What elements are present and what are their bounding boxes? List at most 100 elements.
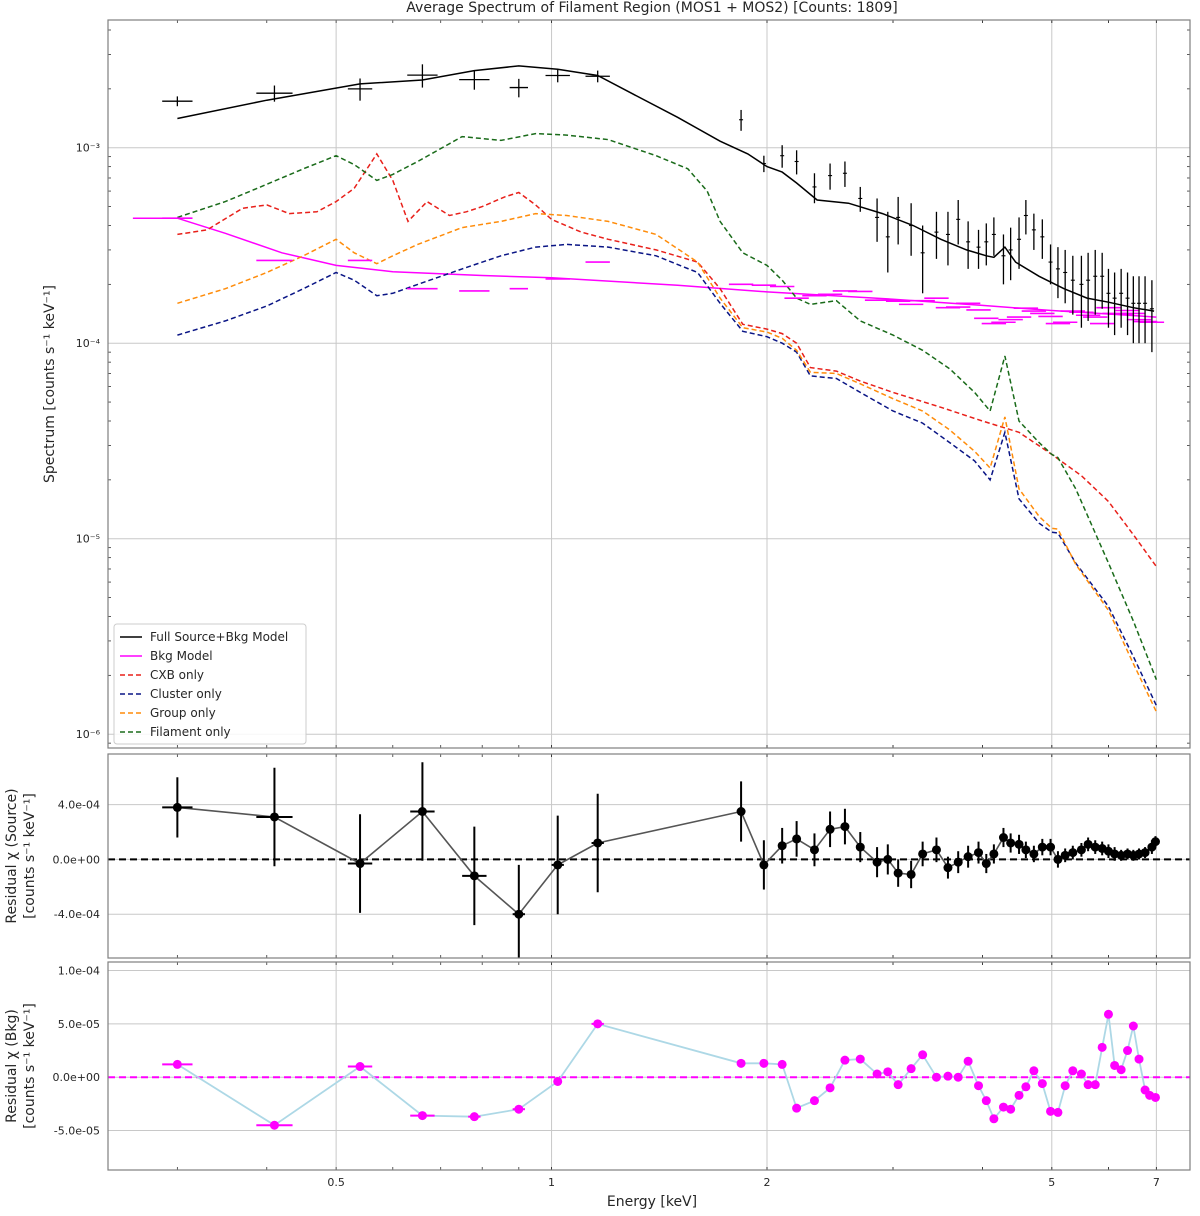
residual-marker	[777, 841, 787, 851]
residual-marker	[1021, 845, 1031, 855]
residual-marker	[809, 1096, 819, 1106]
residual-point	[931, 837, 941, 863]
residual-point	[998, 1102, 1008, 1112]
panel-frame-spec	[107, 19, 1191, 749]
residual-point	[777, 1059, 787, 1069]
residual-marker	[989, 849, 999, 859]
residual-point	[1116, 1065, 1126, 1075]
source-data-point	[794, 150, 799, 175]
residual-point	[591, 1019, 604, 1029]
residual-marker	[1068, 848, 1078, 858]
residual-point	[1053, 851, 1063, 868]
residual-point	[893, 859, 903, 887]
spectrum-plot-area	[132, 64, 1165, 713]
residual-marker	[918, 849, 928, 859]
residual-marker	[1006, 838, 1016, 848]
residual-point	[1083, 837, 1093, 852]
source-data-point	[545, 69, 570, 83]
series-line-cxb-only	[177, 152, 1158, 568]
residual-point	[410, 762, 435, 861]
residual-point	[759, 840, 769, 890]
residual-marker	[1076, 845, 1086, 855]
residual-marker	[825, 1083, 835, 1093]
residual-point	[883, 1067, 893, 1077]
residual-marker	[1006, 1104, 1016, 1114]
y-tick-label: 5.0e-05	[58, 1018, 100, 1031]
residual-source-plot-area	[108, 762, 1190, 958]
residual-point	[792, 821, 802, 857]
residual-marker	[792, 834, 802, 844]
residual-point	[1076, 842, 1086, 857]
residual-point	[809, 833, 819, 867]
panel-frame-res	[107, 753, 1191, 959]
residual-marker	[1090, 1080, 1100, 1090]
residual-point	[872, 1069, 882, 1079]
series-line-filament-only	[177, 132, 1158, 680]
source-data-point	[739, 109, 744, 131]
residual-point	[855, 1054, 865, 1064]
residual-marker	[931, 845, 941, 855]
source-data-point	[896, 196, 901, 245]
source-data-point	[1131, 276, 1136, 344]
residual-point	[963, 1056, 973, 1066]
residual-point	[981, 1096, 991, 1106]
residual-marker	[417, 807, 427, 817]
x-axis-label: Energy [keV]	[607, 1194, 697, 1210]
source-data-point	[1008, 227, 1013, 281]
y-tick-label: 0.0e+00	[53, 853, 100, 866]
residual-marker	[1103, 1009, 1113, 1019]
residual-marker	[872, 1069, 882, 1079]
source-data-point	[1119, 268, 1124, 328]
y-tick-label: 10⁻⁶	[76, 728, 101, 741]
source-data-point	[780, 145, 785, 168]
residual-marker	[1140, 848, 1150, 858]
residual-marker	[906, 1064, 916, 1074]
source-data-point	[1079, 255, 1084, 328]
y-tick-label: -4.0e-04	[54, 908, 100, 921]
residual-point	[974, 841, 984, 864]
residual-marker	[1021, 1082, 1031, 1092]
residual-marker	[840, 1055, 850, 1065]
source-data-point	[885, 211, 890, 273]
residual-point	[974, 1081, 984, 1091]
residual-marker	[1110, 1060, 1120, 1070]
source-data-point	[509, 78, 529, 98]
residual-point	[1053, 1107, 1063, 1117]
residual-marker	[759, 1058, 769, 1068]
residual-marker	[953, 857, 963, 867]
source-data-point	[909, 203, 914, 256]
y-tick-label: -5.0e-05	[54, 1125, 100, 1138]
residual-point	[468, 1112, 481, 1122]
source-data-point	[1149, 280, 1154, 353]
residual-marker	[553, 860, 563, 870]
residual-point	[1123, 1046, 1133, 1056]
residual-marker	[736, 807, 746, 817]
residual-point	[825, 811, 835, 848]
residual-marker	[981, 859, 991, 869]
residual-point	[1060, 1081, 1070, 1091]
residual-point	[1037, 1079, 1047, 1089]
legend-label: Filament only	[150, 725, 231, 739]
source-data-point	[858, 186, 863, 212]
source-data-point	[256, 85, 293, 102]
source-data-point	[875, 198, 880, 242]
residual-marker	[759, 860, 769, 870]
source-data-point	[1093, 249, 1098, 315]
residual-marker	[943, 1071, 953, 1081]
residual-marker	[777, 1059, 787, 1069]
residual-background-y-axis-label: Residual χ (Bkg)	[4, 1009, 20, 1123]
residual-point	[347, 814, 373, 913]
residual-marker	[1029, 1066, 1039, 1076]
residual-marker	[840, 822, 850, 832]
source-data-point	[1063, 249, 1068, 304]
residual-point	[462, 826, 487, 926]
x-tick-label: 7	[1153, 1176, 1160, 1189]
residual-point	[792, 1103, 802, 1113]
residual-point	[1060, 848, 1070, 863]
residual-point	[943, 856, 953, 879]
residual-marker	[825, 824, 835, 834]
residual-marker	[269, 1120, 279, 1130]
residual-point	[953, 851, 963, 874]
residual-point	[1006, 833, 1016, 853]
residual-point	[1029, 1066, 1039, 1076]
